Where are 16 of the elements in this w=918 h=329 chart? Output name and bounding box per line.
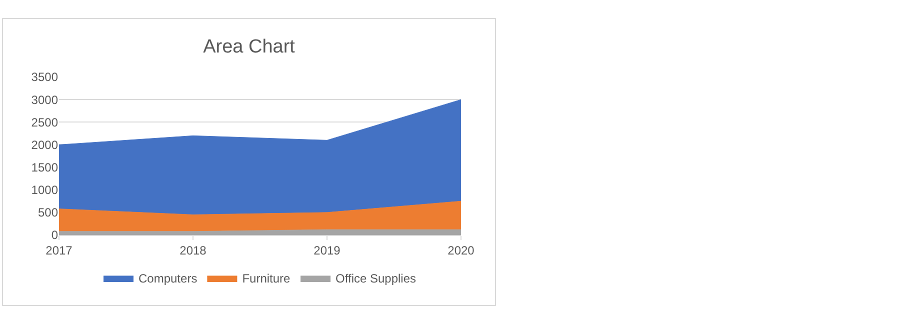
y-tick-label: 1500 (31, 160, 58, 174)
x-tick-label: 2020 (448, 243, 475, 258)
y-tick-label: 2500 (31, 115, 58, 130)
x-tick-label: 2018 (180, 243, 207, 258)
y-tick-label: 3000 (31, 92, 58, 107)
legend-label: Computers (138, 272, 198, 286)
y-tick-label: 500 (38, 206, 58, 220)
y-tick-label: 2000 (31, 138, 58, 152)
y-tick-label: 1000 (31, 183, 58, 198)
x-tick-label: 2017 (46, 243, 73, 258)
chart-title: Area Chart (203, 36, 296, 58)
y-tick-label: 3500 (31, 70, 58, 84)
x-tick-label: 2019 (314, 243, 341, 258)
legend-label: Furniture (242, 272, 291, 286)
y-tick-label: 0 (51, 228, 58, 242)
legend-label: Office Supplies (336, 272, 416, 286)
